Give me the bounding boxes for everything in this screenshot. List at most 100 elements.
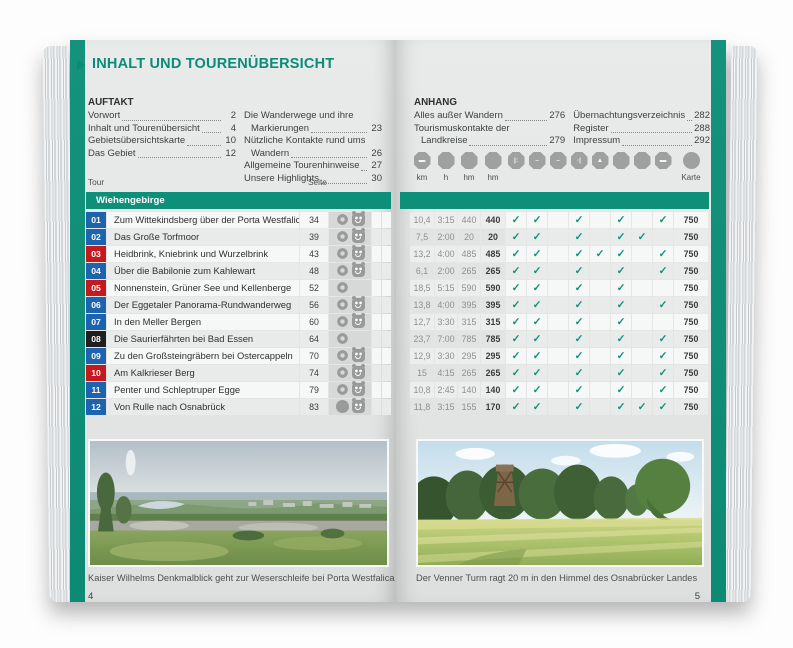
check-icon: ✓	[506, 382, 526, 398]
stat-column	[632, 152, 652, 183]
distance-value: 13,2	[410, 246, 434, 262]
map-icon	[682, 152, 700, 169]
tour-number-badge: 11	[86, 382, 106, 398]
tour-feature-icons	[329, 262, 371, 279]
dotted-leader	[187, 144, 221, 146]
family-icon	[351, 381, 365, 397]
check-cell-empty	[632, 314, 652, 330]
tour-page: 48	[300, 263, 328, 279]
stat-column: |:	[506, 152, 526, 183]
descent-value: 485	[481, 246, 505, 262]
check-icon: ✓	[611, 297, 631, 313]
tour-stats-row: 12,9 3:30 295 295 ✓ ✓ ✓ ✓ ✓ 750	[410, 348, 708, 364]
tour-row: 05 Nonnenstein, Grüner See und Kellenber…	[86, 280, 391, 296]
toc-item: Gebietsübersichtskarte 10	[88, 135, 236, 147]
ascent-value: 395	[458, 297, 480, 313]
check-icon: ✓	[527, 280, 547, 296]
tour-page: 43	[300, 246, 328, 262]
check-icon: ✓	[506, 399, 526, 415]
dotted-leader	[361, 169, 367, 171]
dotted-leader	[622, 144, 693, 146]
toc-item: Das Gebiet 12	[88, 147, 236, 159]
tour-list: 01 Zum Wittekindsberg über der Porta Wes…	[86, 211, 391, 415]
tour-page: 39	[300, 229, 328, 245]
check-cell-empty	[653, 229, 673, 245]
check-icon: ✓	[611, 212, 631, 228]
feature-icon-5: ▲	[591, 152, 609, 169]
dotted-leader	[137, 157, 221, 159]
descent-icon	[484, 152, 502, 169]
stat-column-label: km	[416, 173, 428, 182]
tour-page: 70	[300, 348, 328, 364]
tour-feature-icons	[329, 331, 371, 347]
distance-value: 12,7	[410, 314, 434, 330]
check-cell-empty	[590, 365, 610, 381]
dotted-leader	[504, 119, 548, 121]
empty-cell	[382, 331, 391, 347]
ascent-icon	[460, 152, 478, 169]
feature-icon-4: ·|	[570, 152, 588, 169]
tour-page: 83	[300, 399, 328, 415]
loop-route-icon	[335, 349, 349, 363]
toc-item: Vorwort 2	[88, 110, 236, 121]
tour-stats-row: 10,8 2:45 140 140 ✓ ✓ ✓ ✓ ✓ 750	[410, 382, 708, 398]
toc-heading-spacer	[244, 97, 382, 108]
tour-page: 64	[300, 331, 328, 347]
check-cell-empty	[548, 229, 568, 245]
tour-name: Über die Babilonie zum Kahlewart	[107, 263, 299, 279]
descent-value: 295	[481, 348, 505, 364]
duration-value: 3:15	[435, 399, 457, 415]
check-icon: ✓	[569, 280, 589, 296]
tour-feature-icons	[329, 228, 371, 245]
dotted-leader	[610, 132, 693, 134]
map-scale-value: 750	[674, 297, 708, 313]
tour-row: 07 In den Meller Bergen 60	[86, 313, 391, 330]
tour-page: 60	[300, 314, 328, 330]
empty-cell	[372, 246, 381, 262]
check-icon: ✓	[632, 399, 652, 415]
toc-item-wrap: Markierungen 23	[251, 122, 382, 134]
check-cell-empty	[548, 331, 568, 347]
empty-cell	[372, 365, 381, 381]
chevron-right-icon	[77, 60, 85, 70]
distance-value: 11,8	[410, 399, 434, 415]
check-icon: ✓	[506, 229, 526, 245]
ascent-value: 785	[458, 331, 480, 347]
check-icon: ✓	[569, 348, 589, 364]
tour-feature-icons	[329, 313, 371, 330]
check-icon: ✓	[611, 280, 631, 296]
empty-cell	[382, 314, 391, 330]
check-cell-empty	[548, 280, 568, 296]
toc-left: AUFTAKT Vorwort 2 Inhalt und Tourenübersic…	[88, 97, 382, 186]
tour-page: 56	[300, 297, 328, 313]
descent-value: 20	[481, 229, 505, 245]
tour-name: Der Eggetaler Panorama-Rundwanderweg	[107, 297, 299, 313]
check-icon: ✓	[611, 331, 631, 347]
loop-route-icon	[335, 264, 349, 278]
check-icon: ✓	[569, 229, 589, 245]
stat-column: ▲	[590, 152, 610, 183]
tour-name: Zu den Großsteingräbern bei Ostercappeln	[107, 348, 299, 364]
book-page-edges-right	[724, 45, 758, 603]
check-icon: ✓	[569, 212, 589, 228]
duration-value: 4:00	[435, 297, 457, 313]
tour-stats-row: 13,8 4:00 395 395 ✓ ✓ ✓ ✓ ✓ 750	[410, 297, 708, 313]
stat-column-label: hm	[487, 173, 499, 182]
tour-row: 12 Von Rulle nach Osnabrück 83	[86, 398, 391, 415]
tour-row: 08 Die Saurierfährten bei Bad Essen 64	[86, 331, 391, 347]
tour-number-badge: 07	[86, 314, 106, 330]
tour-name: Die Saurierfährten bei Bad Essen	[107, 331, 299, 347]
check-icon: ✓	[506, 314, 526, 330]
empty-cell	[372, 229, 381, 245]
folio-left: 4	[88, 591, 94, 602]
tour-page: 52	[300, 280, 328, 296]
tour-number-badge: 09	[86, 348, 106, 364]
tour-stats-row: 15 4:15 265 265 ✓ ✓ ✓ ✓ ✓ 750	[410, 365, 708, 381]
family-icon	[351, 228, 365, 244]
family-icon	[351, 296, 365, 312]
check-icon: ✓	[506, 297, 526, 313]
tour-name: Nonnenstein, Grüner See und Kellenberge	[107, 280, 299, 296]
check-icon: ✓	[569, 365, 589, 381]
photo-porta-westfalica	[88, 439, 389, 567]
check-cell-empty	[653, 280, 673, 296]
